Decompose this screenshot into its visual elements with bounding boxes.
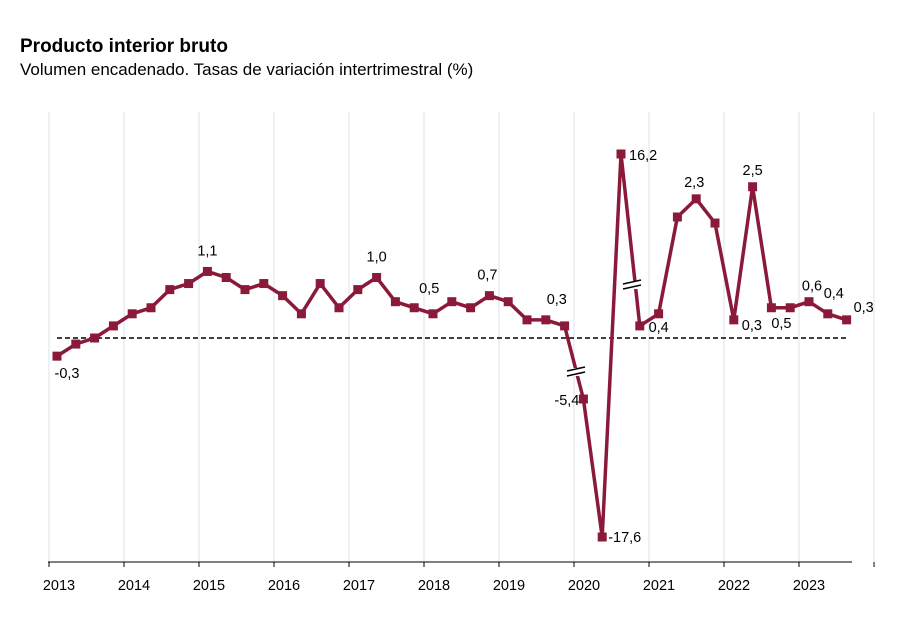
axis-break-marks	[566, 279, 642, 377]
break-line	[622, 279, 642, 285]
data-point	[672, 212, 682, 222]
data-point	[729, 315, 739, 325]
data-point	[184, 279, 194, 289]
data-point	[541, 315, 551, 325]
data-label: 0,4	[649, 320, 669, 336]
data-label: 0,6	[802, 279, 822, 295]
x-tick-label: 2013	[43, 578, 75, 594]
data-point	[484, 291, 494, 301]
x-tick-label: 2017	[343, 578, 375, 594]
data-point	[108, 321, 118, 331]
chart-header: Producto interior bruto Volumen encadena…	[20, 36, 473, 81]
data-point	[766, 303, 776, 313]
x-tick-label: 2022	[718, 578, 750, 594]
data-point	[221, 273, 231, 282]
data-label: 0,5	[419, 281, 439, 297]
data-point	[52, 351, 62, 361]
data-point	[804, 297, 814, 307]
data-point	[353, 285, 363, 295]
chart-title: Producto interior bruto	[20, 36, 228, 57]
x-tick-label: 2020	[568, 578, 600, 594]
x-tick-label: 2014	[118, 578, 150, 594]
data-point	[522, 315, 532, 325]
data-point	[785, 303, 795, 313]
break-line	[622, 284, 642, 290]
chart-subtitle: Volumen encadenado. Tasas de variación i…	[20, 60, 474, 79]
data-point	[503, 297, 513, 307]
data-label: -17,6	[608, 530, 641, 546]
data-point	[71, 339, 81, 349]
x-tick-label: 2016	[268, 578, 300, 594]
data-label: 0,5	[771, 316, 791, 332]
data-point	[597, 532, 607, 542]
data-point	[635, 321, 645, 331]
data-label: 1,1	[197, 243, 217, 259]
data-point	[748, 182, 758, 192]
x-tick-label: 2023	[793, 578, 825, 594]
data-point	[278, 291, 288, 301]
data-point	[315, 279, 325, 289]
vertical-gridlines	[48, 112, 875, 562]
data-point	[390, 297, 400, 307]
x-tick-label: 2021	[643, 578, 675, 594]
data-point	[616, 149, 626, 159]
x-axis-ticks: 2013 2014 2015 2016 2017 2018 2019 2020 2021 2022…	[43, 562, 875, 594]
data-label: -5,4	[554, 393, 579, 409]
data-point	[578, 394, 588, 404]
data-label: 1,0	[367, 250, 387, 266]
break-gap	[567, 368, 585, 376]
x-tick-label: 2015	[193, 578, 225, 594]
data-labels: -0,3 1,1 1,0 0,5 0,7 0,3 -5,4 -17,6 16,2 0,4 2,3 0,…	[55, 148, 874, 546]
break-line	[566, 371, 586, 377]
data-point	[202, 266, 212, 276]
break-gap	[623, 281, 641, 289]
data-point	[428, 309, 438, 319]
data-point	[447, 297, 457, 307]
data-point	[165, 285, 175, 295]
data-point	[146, 303, 156, 313]
data-point	[466, 303, 476, 313]
data-point	[560, 321, 570, 331]
data-point	[710, 218, 720, 228]
data-point	[334, 303, 344, 313]
data-label: -0,3	[55, 366, 80, 382]
series-line	[56, 152, 848, 539]
data-label: 0,3	[854, 300, 874, 316]
data-point	[90, 333, 100, 343]
x-tick-label: 2018	[418, 578, 450, 594]
data-point	[654, 309, 664, 319]
data-label: 2,5	[743, 163, 763, 179]
data-point	[823, 309, 833, 319]
data-label: 0,4	[824, 286, 844, 302]
data-label: 0,3	[742, 318, 762, 334]
series-group	[56, 152, 848, 539]
data-point	[372, 273, 382, 282]
break-line	[566, 366, 586, 372]
data-label: 0,7	[477, 268, 497, 284]
data-point	[842, 315, 852, 325]
data-point	[691, 194, 701, 204]
data-point	[127, 309, 137, 319]
data-point	[296, 309, 306, 319]
data-label: 16,2	[629, 148, 657, 164]
data-point	[409, 303, 419, 313]
x-tick-label: 2019	[493, 578, 525, 594]
data-point	[240, 285, 250, 295]
data-label: 2,3	[684, 175, 704, 191]
series-markers	[52, 149, 852, 542]
data-label: 0,3	[547, 292, 567, 308]
data-point	[259, 279, 269, 289]
